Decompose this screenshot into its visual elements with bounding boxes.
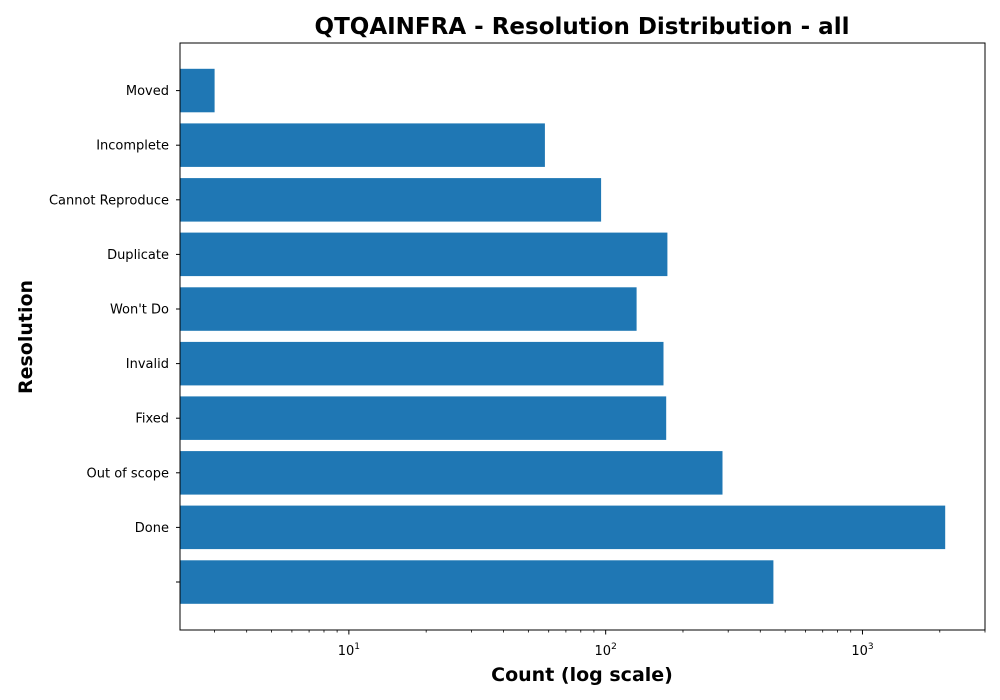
y-axis-ticks: Done Out of scope Fixed Invalid Won't Do Dupl… [49, 84, 180, 583]
y-axis-label: Resolution [15, 280, 37, 394]
bar-duplicate [180, 232, 668, 277]
x-tick-label: 102 [595, 642, 617, 659]
y-tick-label: Out of scope [87, 466, 170, 481]
bar-incomplete [180, 123, 545, 167]
bar-out-of-scope [180, 451, 723, 495]
y-tick-label: Fixed [135, 412, 169, 427]
y-tick-label: Duplicate [107, 248, 169, 263]
y-tick-label: Incomplete [96, 139, 169, 154]
x-axis-label: Count (log scale) [491, 664, 673, 686]
bar-fixed [180, 396, 667, 440]
bar-won-t-do [180, 287, 637, 331]
y-tick-label: Moved [126, 84, 169, 99]
bars-layer [180, 68, 946, 604]
y-tick-label: Cannot Reproduce [49, 193, 169, 208]
bar-unlabeled [180, 560, 774, 604]
bar-cannot-reproduce [180, 178, 602, 222]
x-axis-ticks: 101 102 103 [214, 630, 986, 659]
y-tick-label: Invalid [126, 357, 169, 372]
y-tick-label: Done [135, 521, 169, 536]
chart-title: QTQAINFRA - Resolution Distribution - al… [315, 14, 850, 40]
x-tick-label: 103 [851, 642, 873, 659]
x-tick-label: 101 [338, 642, 360, 659]
bar-done [180, 505, 946, 550]
bar-invalid [180, 341, 664, 386]
bar-moved [180, 68, 215, 113]
y-tick-label: Won't Do [110, 303, 169, 318]
plot-frame [179, 42, 986, 631]
